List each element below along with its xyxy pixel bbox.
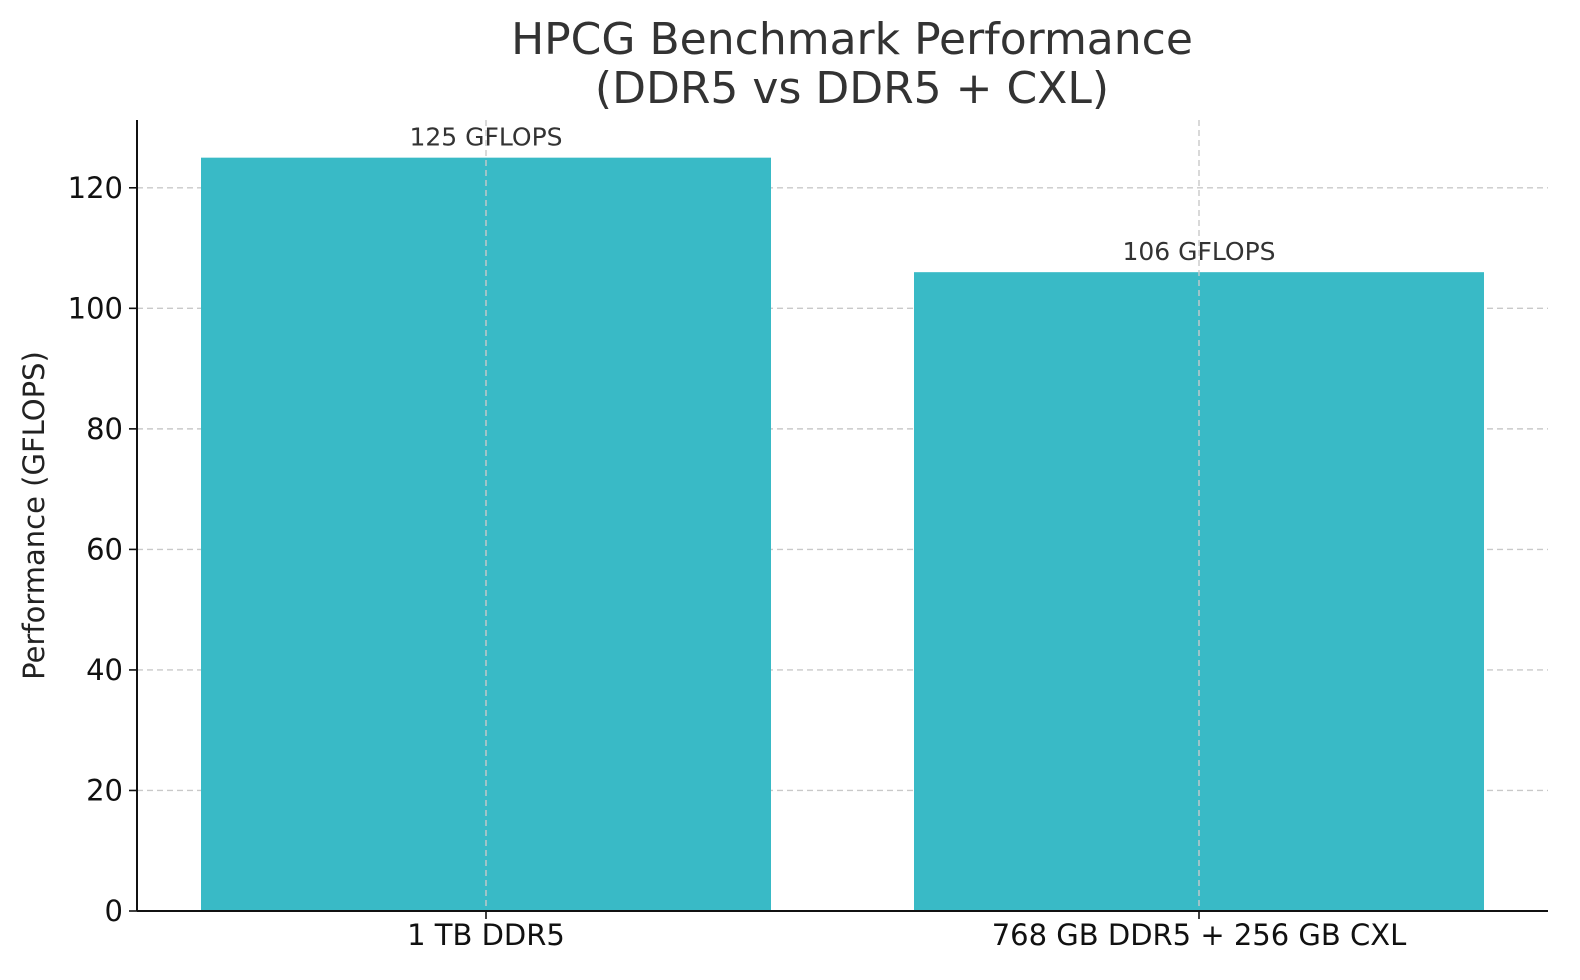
y-tick-label: 100	[68, 291, 123, 325]
y-tick-label: 120	[68, 171, 123, 205]
y-tick-label: 0	[105, 894, 123, 928]
x-tick-label: 1 TB DDR5	[407, 918, 565, 952]
axes-layer	[129, 120, 1548, 919]
chart-title-line-1: HPCG Benchmark Performance	[511, 14, 1193, 65]
chart-title-line-2: (DDR5 vs DDR5 + CXL)	[595, 63, 1109, 114]
y-tick-label: 20	[86, 773, 123, 807]
y-tick-label: 60	[86, 532, 123, 566]
y-axis-title: Performance (GFLOPS)	[17, 351, 51, 680]
labels-layer: 0 20 40 60 80 100 120 1 TB DDR5 768 GB DDR5 + 25…	[68, 123, 1407, 952]
data-label: 106 GFLOPS	[1122, 237, 1275, 266]
y-tick-label: 80	[86, 412, 123, 446]
bars-layer	[201, 157, 1484, 911]
y-tick-label: 40	[86, 653, 123, 687]
x-tick-label: 768 GB DDR5 + 256 GB CXL	[992, 918, 1407, 952]
data-label: 125 GFLOPS	[409, 123, 562, 152]
chart-title: HPCG Benchmark Performance (DDR5 vs DDR5…	[511, 14, 1193, 114]
